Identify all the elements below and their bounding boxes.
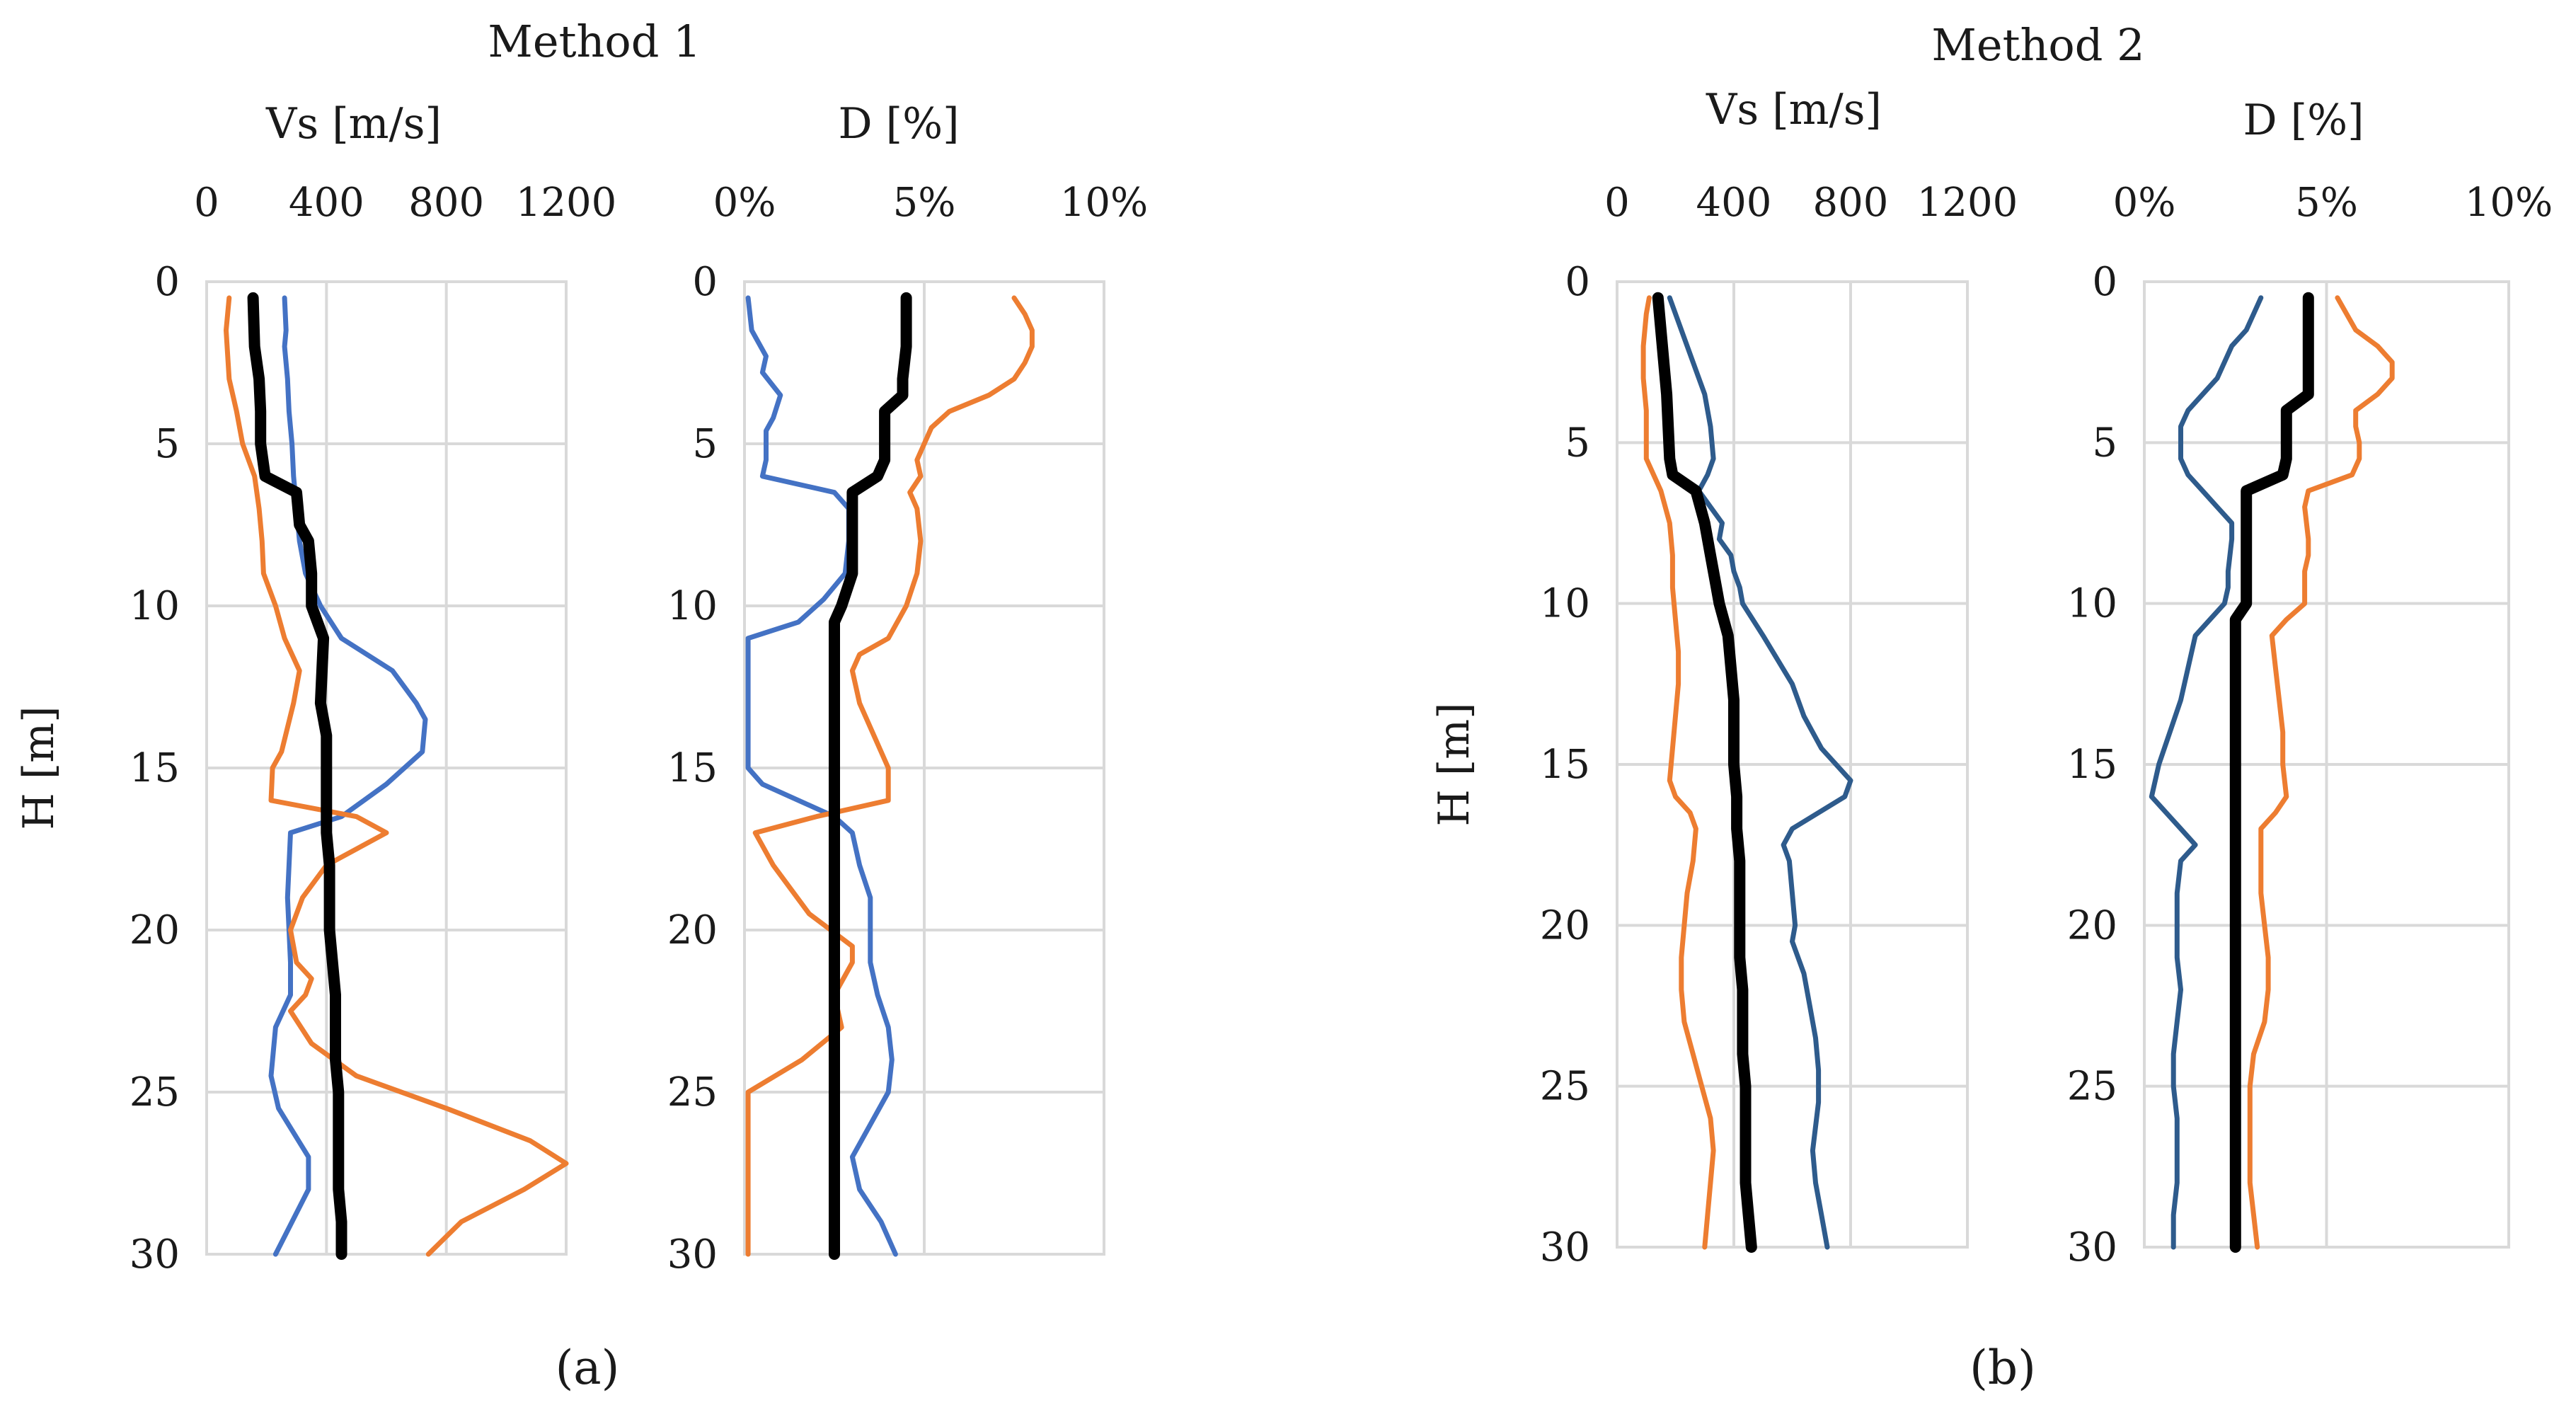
plot-frame	[743, 280, 1105, 1256]
axis-title: Vs [m/s]	[1706, 85, 1882, 134]
y-tick-label: 10	[667, 583, 718, 629]
y-tick-label: 25	[667, 1069, 718, 1115]
x-tick-label: 400	[289, 180, 364, 226]
x-tick-label: 0%	[2113, 180, 2176, 226]
axis-title: D [%]	[838, 99, 959, 149]
plot-frame	[205, 280, 568, 1256]
x-tick-label: 0%	[713, 180, 776, 226]
y-tick-label: 15	[1540, 742, 1590, 788]
y-tick-label: 25	[130, 1069, 180, 1115]
y-tick-label: 15	[667, 745, 718, 791]
panel-a-caption: (a)	[556, 1341, 620, 1395]
y-tick-label: 0	[1565, 259, 1590, 305]
y-tick-label: 15	[130, 745, 180, 791]
y-tick-label: 15	[2067, 742, 2117, 788]
series-line-3	[2229, 292, 2314, 1253]
x-tick-label: 10%	[2465, 180, 2553, 226]
method-1-damping-chart: D [%] 0% 5% 10% 0 5 10 15 20 25 30	[667, 99, 1149, 1278]
series-line-3	[1652, 292, 1757, 1253]
y-tick-label: 5	[154, 421, 180, 467]
y-tick-label: 10	[130, 583, 180, 629]
series-line-2	[745, 295, 1035, 1257]
x-tick-label: 1200	[1917, 180, 2018, 226]
x-tick-label: 800	[1813, 180, 1889, 226]
y-tick-label: 30	[130, 1232, 180, 1278]
x-tick-label: 0	[194, 180, 219, 226]
y-tick-label: 10	[1540, 581, 1590, 627]
x-tick-label: 400	[1696, 180, 1772, 226]
y-tick-label: 30	[2067, 1224, 2117, 1270]
y-tick-label: 30	[667, 1232, 718, 1278]
series-line-2	[224, 295, 569, 1257]
series-line-1	[268, 295, 428, 1257]
series-line-3	[247, 292, 347, 1260]
y-tick-label: 5	[1565, 420, 1590, 466]
series-line-3	[829, 292, 912, 1260]
y-tick-label: 10	[2067, 581, 2117, 627]
plot-frame	[2143, 280, 2510, 1249]
axis-title: Vs [m/s]	[265, 99, 442, 149]
method-1-title: Method 1	[488, 16, 701, 67]
y-tick-label: 25	[1540, 1064, 1590, 1110]
series-line-1	[745, 295, 898, 1257]
series-line-1	[1667, 295, 1853, 1250]
method-2-damping-chart: D [%] 0% 5% 10% 0 5 10 15 20 25 30	[2067, 96, 2553, 1270]
x-tick-label: 5%	[893, 180, 956, 226]
y-tick-label: 0	[692, 259, 718, 305]
y-axis-title: H [m]	[1430, 702, 1479, 826]
y-tick-label: 25	[2067, 1064, 2117, 1110]
x-tick-label: 5%	[2295, 180, 2358, 226]
y-tick-label: 30	[1540, 1224, 1590, 1270]
y-tick-label: 20	[2067, 902, 2117, 948]
x-tick-label: 0	[1604, 180, 1630, 226]
y-tick-label: 5	[692, 421, 718, 467]
x-tick-label: 800	[408, 180, 484, 226]
y-tick-label: 20	[1540, 902, 1590, 948]
y-tick-label: 0	[2092, 259, 2117, 305]
y-tick-label: 5	[2092, 420, 2117, 466]
panel-b-caption: (b)	[1970, 1341, 2036, 1395]
y-axis-title: H [m]	[14, 706, 64, 830]
method-1-vs-chart: Vs [m/s] 0 400 800 1200 0 5 10 15 20 25 30 H [m]	[14, 99, 616, 1278]
series-line-1	[2149, 295, 2264, 1250]
y-tick-label: 0	[154, 259, 180, 305]
x-tick-label: 10%	[1060, 180, 1148, 226]
plot-frame	[1616, 280, 1969, 1249]
x-tick-label: 1200	[516, 180, 617, 226]
series-line-2	[2247, 295, 2395, 1250]
y-tick-label: 20	[667, 907, 718, 953]
axis-title: D [%]	[2243, 96, 2364, 145]
y-tick-label: 20	[130, 907, 180, 953]
method-2-vs-chart: Vs [m/s] 0 400 800 1200 0 5 10 15 20 25 30 H [m]	[1430, 85, 2018, 1270]
method-2-title: Method 2	[1931, 19, 2144, 71]
series-line-2	[1640, 295, 1716, 1250]
